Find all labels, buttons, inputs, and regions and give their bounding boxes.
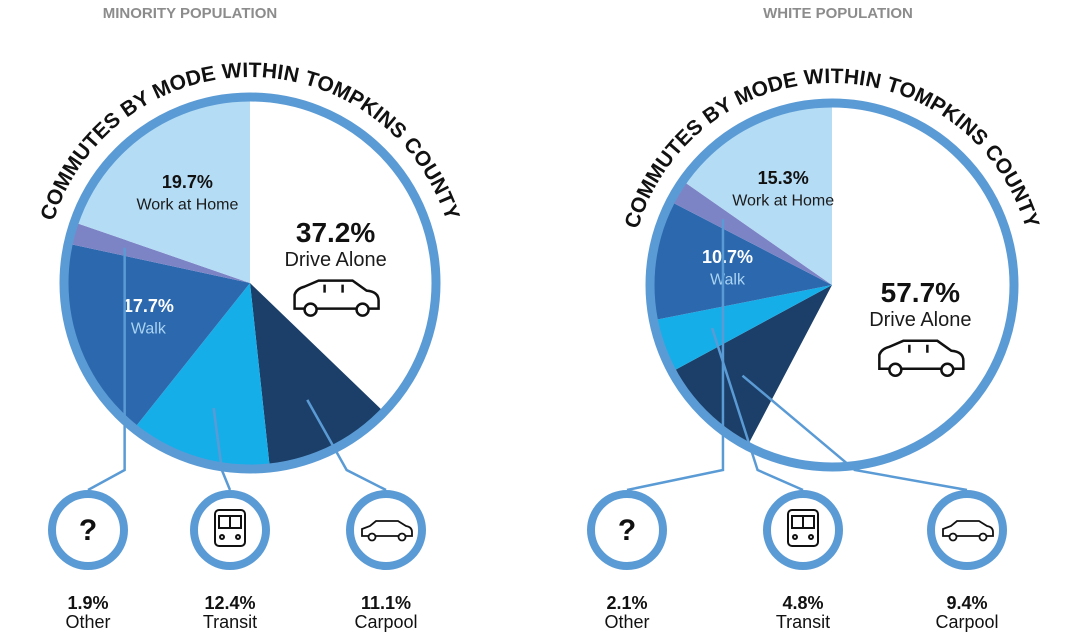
pie-slice	[250, 283, 384, 468]
pie-slice	[650, 201, 832, 321]
callout-circle	[763, 490, 843, 570]
value-label: 11.1%	[361, 593, 411, 613]
value-label: 4.8%	[782, 593, 823, 613]
category-label: Work at Home	[732, 193, 834, 210]
category-label: Transit	[776, 612, 830, 632]
category-label: Carpool	[354, 612, 417, 632]
value-label: 17.7%	[123, 296, 174, 316]
category-label: Walk	[131, 320, 167, 337]
other-symbol: ?	[618, 514, 636, 547]
category-label: Drive Alone	[284, 249, 386, 271]
category-label: Carpool	[935, 612, 998, 632]
value-label: 57.7%	[881, 277, 960, 308]
category-label: Walk	[710, 271, 746, 288]
pie-slice	[653, 285, 832, 372]
pie-slice	[74, 97, 251, 283]
leader-line	[710, 327, 804, 492]
car-icon	[293, 279, 380, 317]
callout-circle	[346, 490, 426, 570]
car-icon	[878, 339, 965, 378]
value-label: 37.2%	[296, 217, 375, 248]
pie-ring	[59, 92, 441, 474]
car-icon	[942, 520, 994, 542]
category-label: Work at Home	[136, 196, 238, 213]
car-icon	[361, 520, 413, 542]
pie-slice	[63, 243, 250, 429]
value-label: 9.4%	[946, 593, 987, 613]
pie-ring	[645, 98, 1019, 472]
callout-circle	[587, 490, 667, 570]
pie-slice	[682, 103, 832, 285]
bus-icon	[787, 509, 819, 547]
category-label: Other	[65, 612, 110, 632]
category-label: Other	[604, 612, 649, 632]
value-label: 1.9%	[67, 593, 108, 613]
value-label: 2.1%	[606, 593, 647, 613]
value-label: 19.7%	[162, 172, 213, 192]
category-label: Transit	[203, 612, 257, 632]
chart-title: WHITE POPULATION	[763, 5, 913, 22]
value-label: 12.4%	[204, 593, 255, 613]
leader-line	[87, 247, 126, 492]
leader-line	[212, 407, 232, 491]
leader-line	[741, 374, 968, 492]
callout-circle	[48, 490, 128, 570]
pie-slice	[670, 180, 832, 285]
pie-slice	[671, 285, 832, 447]
bus-icon	[214, 509, 246, 547]
pie-slice	[68, 222, 251, 283]
other-symbol: ?	[79, 514, 97, 547]
leader-line	[626, 219, 725, 492]
chart-title: MINORITY POPULATION	[103, 5, 277, 22]
pie-slice	[250, 97, 436, 413]
category-label: Drive Alone	[869, 309, 971, 331]
value-label: 15.3%	[758, 168, 809, 188]
callout-circle	[190, 490, 270, 570]
value-label: 10.7%	[702, 247, 753, 267]
pie-slice	[134, 283, 270, 469]
leader-line	[306, 399, 387, 492]
callout-circle	[927, 490, 1007, 570]
